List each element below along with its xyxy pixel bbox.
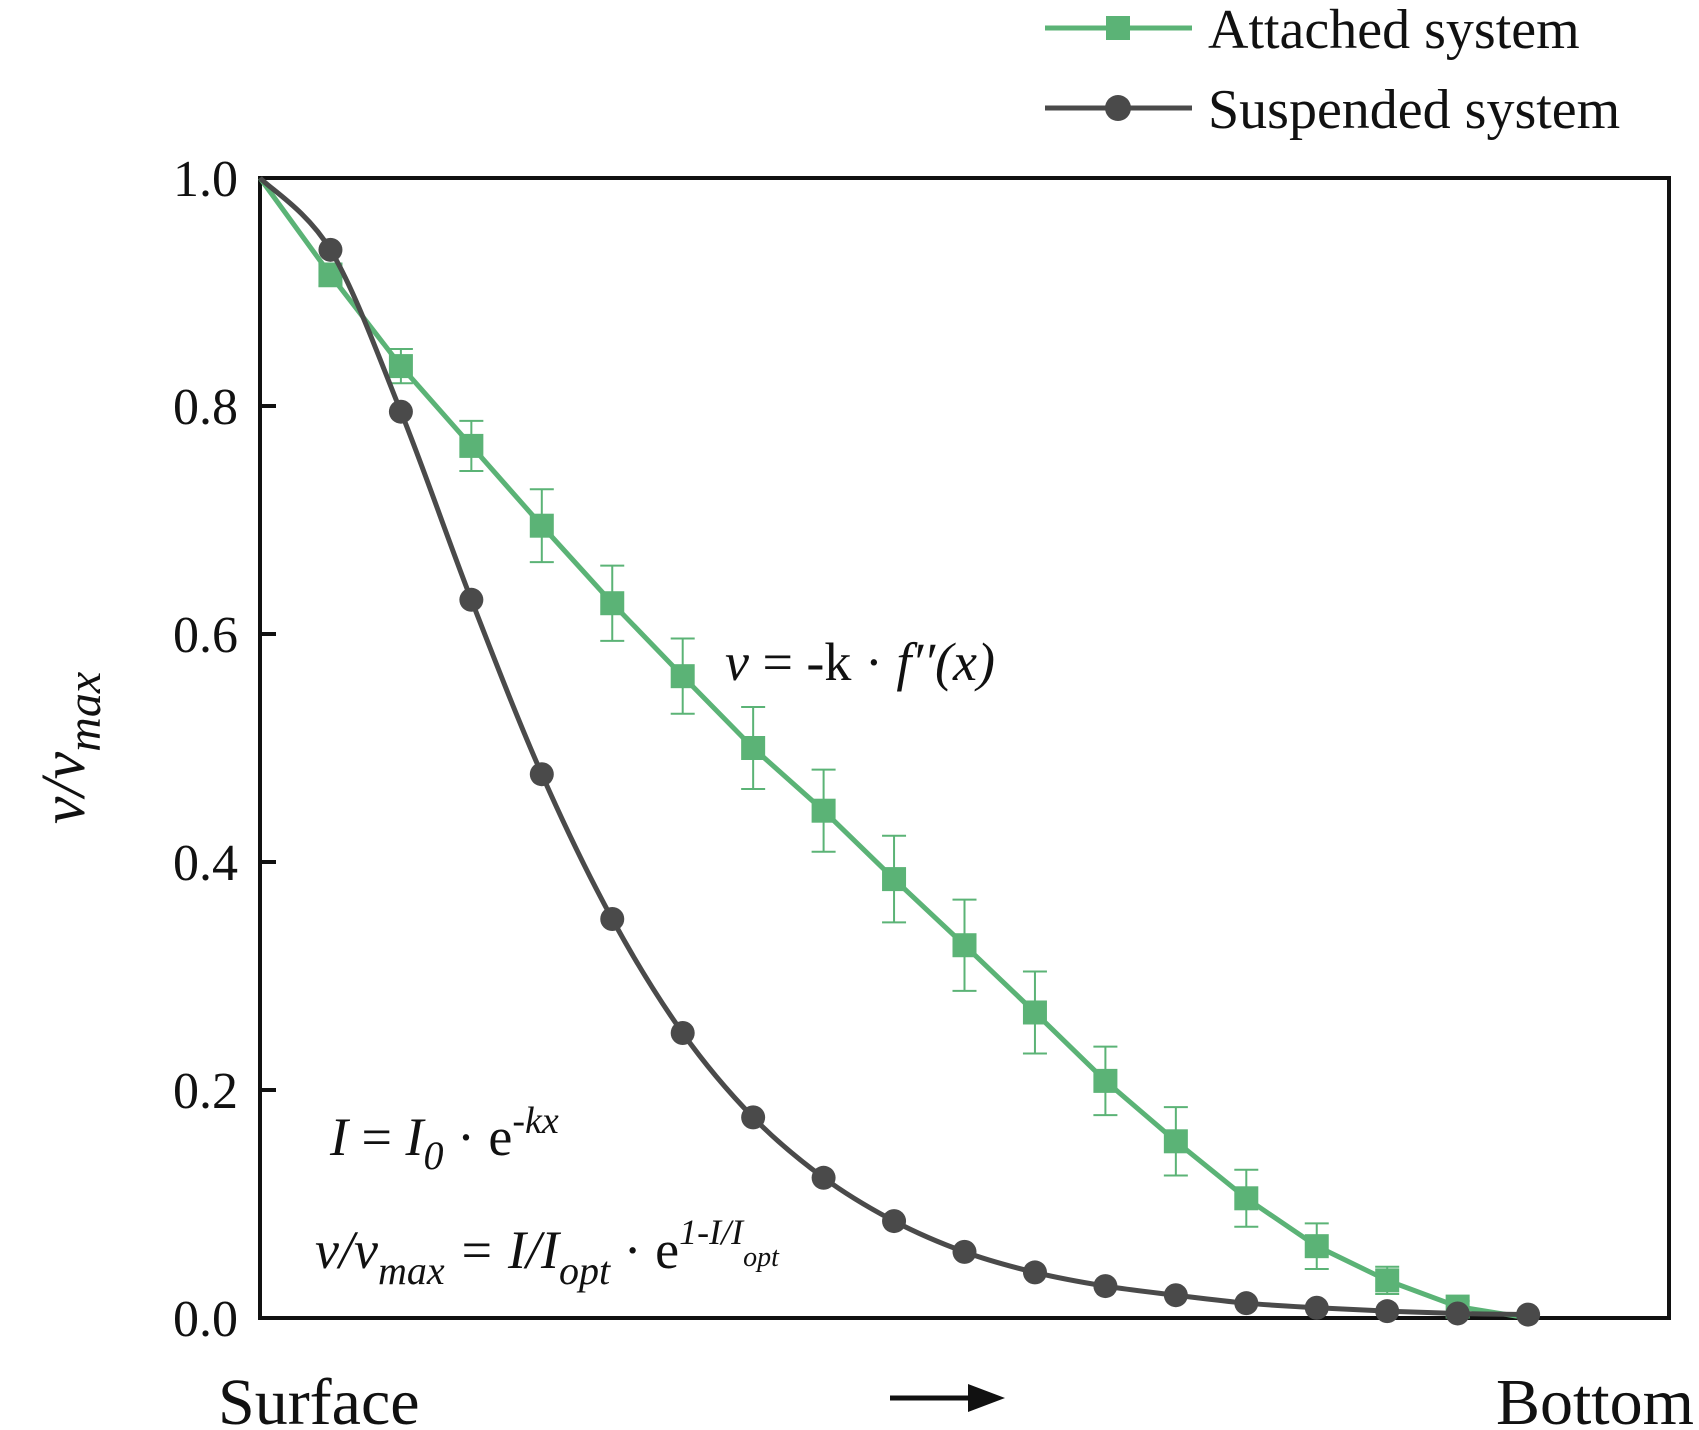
legend: Attached system Suspended system [1045, 0, 1620, 141]
y-tick-label: 1.0 [173, 151, 238, 208]
legend-marker-suspended [1105, 95, 1131, 121]
legend-item-attached: Attached system [1045, 0, 1580, 61]
annotation-slope-formula: v = -k · f′′(x) [725, 632, 995, 692]
series-attached [257, 176, 1529, 1321]
point-suspended [318, 237, 343, 262]
point-suspended [1445, 1301, 1470, 1326]
y-tick-label: 0.8 [173, 379, 238, 436]
x-label-bottom: Bottom [1496, 1366, 1694, 1430]
point-suspended [1304, 1295, 1329, 1320]
y-tick-label: 0.4 [173, 835, 238, 892]
plot-frame [258, 176, 1671, 1320]
legend-item-suspended: Suspended system [1045, 79, 1620, 141]
line-suspended [258, 176, 1529, 1318]
point-attached [1093, 1068, 1118, 1093]
point-suspended [388, 399, 413, 424]
point-suspended [1022, 1260, 1047, 1285]
point-attached [529, 513, 554, 538]
point-suspended [600, 907, 625, 931]
point-suspended [1234, 1291, 1259, 1316]
point-attached [600, 591, 625, 616]
series-suspended [258, 176, 1541, 1327]
point-suspended [529, 762, 554, 787]
point-suspended [741, 1105, 766, 1130]
point-suspended [670, 1021, 695, 1045]
point-suspended [459, 587, 484, 612]
point-attached [1022, 1000, 1047, 1025]
y-tick-label: 0.0 [173, 1291, 238, 1348]
point-attached [741, 736, 766, 760]
point-attached [459, 433, 484, 458]
point-attached [1375, 1268, 1400, 1293]
point-suspended [1516, 1302, 1541, 1327]
y-tick-label: 0.2 [173, 1063, 238, 1120]
point-suspended [882, 1209, 907, 1234]
point-attached [1163, 1129, 1188, 1154]
annotation-light-formula: I = I0 · e-kx [329, 1100, 559, 1178]
point-suspended [811, 1165, 836, 1190]
point-attached [811, 798, 836, 823]
x-label-surface: Surface [218, 1366, 420, 1430]
legend-label-attached: Attached system [1208, 0, 1580, 61]
point-attached [1234, 1186, 1259, 1211]
point-suspended [952, 1239, 977, 1264]
annotation-rate-formula: v/vmax = I/Iopt · e1-I/Iopt [315, 1212, 780, 1293]
y-tick-label: 0.6 [173, 607, 238, 664]
legend-label-suspended: Suspended system [1208, 79, 1620, 141]
point-attached [882, 867, 907, 892]
point-attached [388, 354, 413, 379]
y-axis-label: v/vmax [30, 672, 111, 824]
point-suspended [1093, 1274, 1118, 1299]
y-axis-ticks: 0.0 0.2 0.4 0.6 0.8 1.0 [173, 151, 276, 1348]
legend-marker-attached [1106, 16, 1130, 40]
point-attached [1304, 1234, 1329, 1259]
point-attached [952, 933, 977, 958]
point-attached [670, 664, 695, 689]
right-arrow-icon [890, 1384, 1005, 1412]
point-suspended [1375, 1299, 1400, 1324]
point-suspended [1163, 1283, 1188, 1308]
